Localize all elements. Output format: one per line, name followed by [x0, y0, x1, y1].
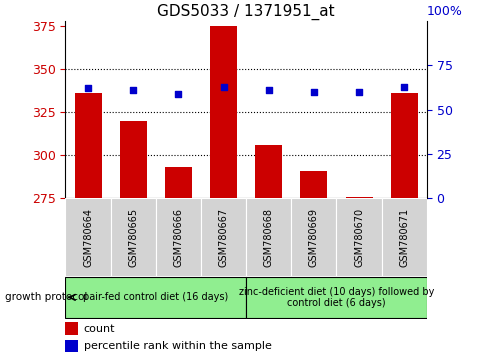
Bar [291, 198, 336, 276]
Text: 100%: 100% [426, 5, 462, 18]
Bar [75, 93, 101, 198]
Text: GSM780666: GSM780666 [173, 208, 183, 267]
Text: GSM780668: GSM780668 [263, 208, 273, 267]
Bar [65, 340, 78, 352]
Point [84, 86, 92, 91]
Text: growth protocol: growth protocol [5, 292, 87, 302]
Bar [255, 145, 282, 198]
Text: percentile rank within the sample: percentile rank within the sample [83, 341, 271, 351]
Point [219, 84, 227, 90]
Bar [65, 322, 78, 335]
Bar [120, 121, 147, 198]
Bar [345, 196, 372, 198]
Bar [155, 198, 200, 276]
Text: GSM780664: GSM780664 [83, 208, 93, 267]
Bar [65, 277, 245, 318]
Text: GSM780670: GSM780670 [353, 207, 363, 267]
Bar [200, 198, 245, 276]
Title: GDS5033 / 1371951_at: GDS5033 / 1371951_at [157, 4, 334, 20]
Bar [336, 198, 381, 276]
Point [354, 89, 362, 95]
Point [129, 87, 137, 93]
Text: GSM780665: GSM780665 [128, 207, 138, 267]
Text: pair-fed control diet (16 days): pair-fed control diet (16 days) [83, 292, 228, 302]
Point [264, 87, 272, 93]
Bar [390, 93, 417, 198]
Text: zinc-deficient diet (10 days) followed by
control diet (6 days): zinc-deficient diet (10 days) followed b… [238, 286, 433, 308]
Point [399, 84, 407, 90]
Text: GSM780669: GSM780669 [308, 208, 318, 267]
Bar [381, 198, 426, 276]
Point [309, 89, 317, 95]
Bar [245, 277, 426, 318]
Text: GSM780671: GSM780671 [398, 207, 408, 267]
Bar [110, 198, 155, 276]
Text: count: count [83, 324, 115, 333]
Point [174, 91, 182, 97]
Bar [65, 198, 110, 276]
Text: GSM780667: GSM780667 [218, 207, 228, 267]
Bar [245, 198, 291, 276]
Bar [165, 167, 192, 198]
Bar [300, 171, 327, 198]
Bar [210, 27, 237, 198]
